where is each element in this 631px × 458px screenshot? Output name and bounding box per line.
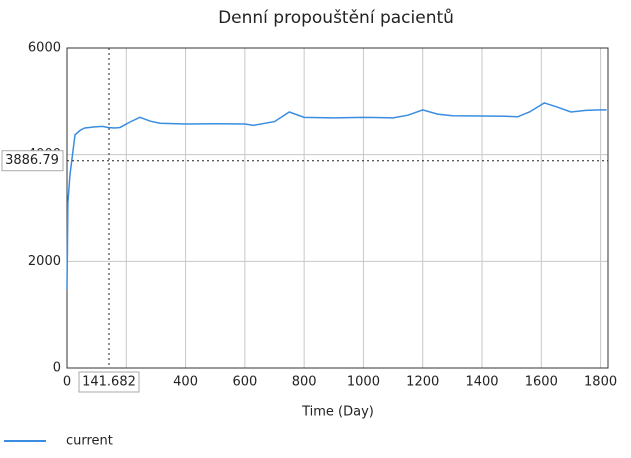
x-tick-label: 800: [292, 375, 317, 390]
x-tick-label: 1200: [406, 375, 439, 390]
x-tick-label: 1400: [465, 375, 498, 390]
y-tick-label: 0: [53, 361, 61, 376]
y-tick-label: 2000: [28, 254, 61, 269]
x-axis-label: Time (Day): [301, 405, 374, 420]
x-tick-label: 0: [63, 375, 71, 390]
chart-title: Denní propouštění pacientů: [218, 8, 454, 28]
x-tick-label: 1600: [525, 375, 558, 390]
cursor-label: 3886.79: [5, 153, 59, 168]
cursor-label: 141.682: [82, 375, 136, 390]
cursor-box: [1, 150, 64, 172]
y-tick-label: 6000: [28, 41, 61, 56]
x-tick-label: 400: [173, 375, 198, 390]
x-tick-label: 600: [232, 375, 257, 390]
x-tick-label: 1800: [584, 375, 617, 390]
data-line: [66, 102, 607, 291]
x-tick-label: 1000: [347, 375, 380, 390]
cursor-box: [78, 371, 140, 393]
legend-label: current: [66, 434, 113, 449]
plot-frame: [66, 47, 609, 369]
